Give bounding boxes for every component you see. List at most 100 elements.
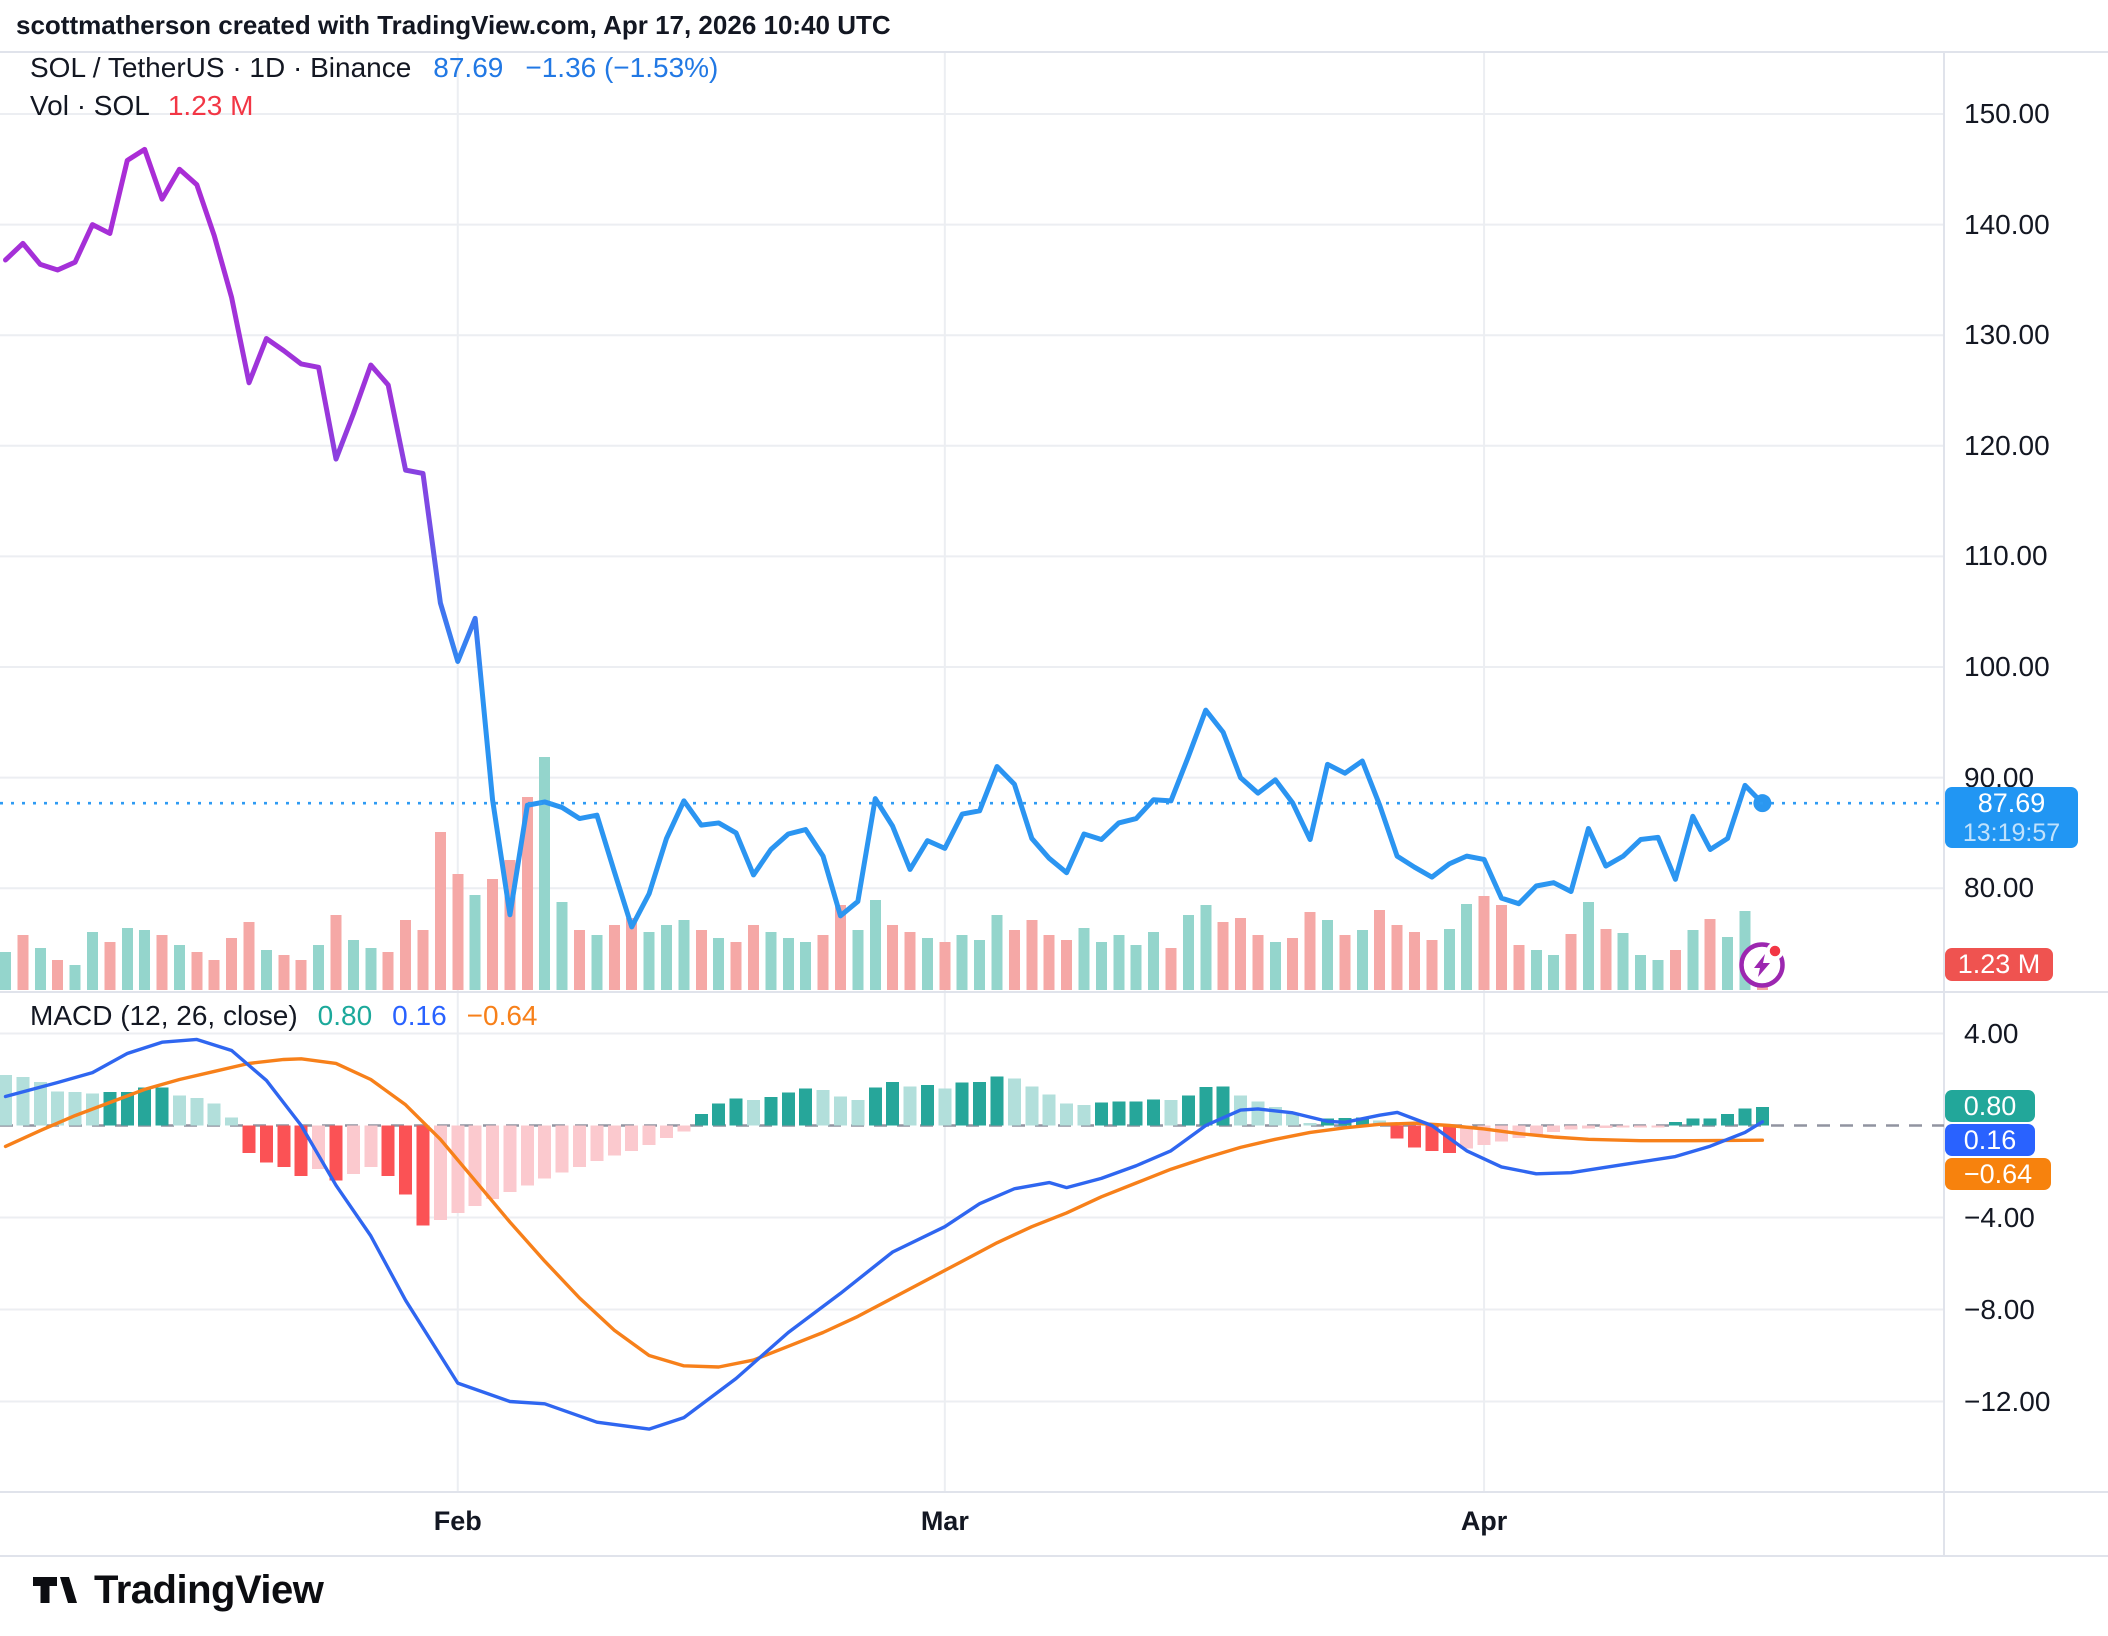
volume-bar — [1322, 920, 1334, 990]
lightning-icon[interactable] — [1739, 942, 1785, 988]
volume-bar — [800, 942, 812, 990]
macd-histogram-bar — [155, 1087, 169, 1126]
macd-histogram-bar — [1112, 1101, 1126, 1126]
macd-histogram-bar — [1634, 1125, 1648, 1128]
volume-bar — [765, 932, 777, 990]
volume-bar — [521, 797, 533, 990]
macd-histogram-bar — [607, 1125, 621, 1156]
volume-bar — [747, 925, 759, 990]
macd-histogram-bar — [1407, 1125, 1421, 1148]
macd-histogram-bar — [555, 1125, 569, 1173]
volume-bar — [1600, 929, 1612, 990]
macd-histogram-bar — [1060, 1103, 1074, 1126]
time-axis-label: Apr — [1460, 1506, 1508, 1536]
volume-bar — [991, 915, 1003, 990]
macd-histogram-bar — [851, 1100, 865, 1126]
tradingview-logo[interactable]: TradingView — [28, 1564, 324, 1616]
macd-histogram-bar — [677, 1125, 691, 1132]
macd-histogram-bar — [51, 1091, 65, 1126]
price-axis-tick: 80.00 — [1964, 872, 2035, 904]
volume-legend[interactable]: Vol · SOL 1.23 M — [30, 90, 253, 122]
macd-histogram-bar — [1425, 1125, 1439, 1151]
macd-axis-tick: −12.00 — [1964, 1385, 2051, 1417]
volume-bar — [69, 965, 81, 990]
macd-blue-line — [3, 1037, 1765, 1431]
macd-histogram-bar — [1668, 1122, 1682, 1126]
macd-histogram-bar — [190, 1097, 204, 1126]
macd-histogram-bar — [1164, 1100, 1178, 1126]
macd-histogram-bar — [1007, 1078, 1021, 1126]
volume-bar — [1182, 915, 1194, 990]
volume-bar — [887, 925, 899, 990]
volume-bar — [1113, 935, 1125, 990]
volume-bar — [1026, 920, 1038, 990]
grid-lines — [0, 51, 2108, 1557]
volume-bar — [921, 938, 933, 990]
price-axis-tick: 110.00 — [1964, 540, 2048, 572]
volume-bar — [1478, 896, 1490, 990]
volume-bar — [382, 952, 394, 990]
macd-histogram-bar — [868, 1087, 882, 1126]
macd-histogram-bar — [694, 1114, 708, 1126]
macd-axis-tick: 4.00 — [1964, 1017, 2019, 1049]
volume-bar — [347, 940, 359, 990]
attribution-text: scottmatherson created with TradingView.… — [16, 10, 891, 40]
chart-overlays — [0, 801, 1944, 988]
macd-histogram-bar — [538, 1125, 552, 1179]
price-axis-tick: 140.00 — [1964, 208, 2050, 240]
macd-histogram-bar — [416, 1125, 430, 1226]
volume-bar — [139, 930, 151, 990]
volume-bar — [156, 935, 168, 990]
volume-bar — [226, 938, 238, 990]
volume-bar — [782, 938, 794, 990]
macd-histogram-bar — [1251, 1101, 1265, 1126]
macd-histogram-bar — [816, 1089, 830, 1126]
volume-bar — [1356, 930, 1368, 990]
macd-signal-value: −0.64 — [466, 1000, 538, 1031]
macd-histogram-bar — [886, 1081, 900, 1126]
volume-bar — [104, 942, 116, 990]
macd-histogram-bar — [920, 1084, 934, 1126]
macd-histogram-bar — [346, 1125, 360, 1174]
macd-histogram-bar — [990, 1076, 1004, 1126]
volume-bar — [1408, 932, 1420, 990]
macd-histogram-bar — [1460, 1125, 1474, 1149]
volume-badge: 1.23 M — [1945, 948, 2053, 981]
macd-histogram-bar — [1703, 1118, 1717, 1126]
volume-bar — [591, 935, 603, 990]
macd-histogram-bar — [1181, 1095, 1195, 1126]
macd-histogram-bar — [172, 1095, 186, 1126]
volume-bar — [678, 920, 690, 990]
tradingview-logo-text: TradingView — [94, 1567, 324, 1612]
macd-histogram-bar — [973, 1081, 987, 1126]
price-axis-tick: 150.00 — [1964, 98, 2050, 129]
volume-bar — [191, 952, 203, 990]
macd-hist-badge: 0.80 — [1945, 1090, 2035, 1122]
macd-histogram-bar — [329, 1125, 343, 1181]
volume-bar — [1652, 960, 1664, 990]
volume-bar — [52, 960, 64, 990]
volume-bar — [208, 960, 220, 990]
symbol-legend[interactable]: SOL / TetherUS · 1D · Binance 87.69 −1.3… — [30, 52, 718, 84]
volume-bar — [574, 930, 586, 990]
macd-histogram-bar — [259, 1125, 273, 1163]
volume-bar — [1374, 910, 1386, 990]
volume-bars — [0, 757, 1768, 990]
macd-histogram-bar — [1564, 1125, 1578, 1130]
volume-bar — [1495, 905, 1507, 990]
volume-bar — [1635, 955, 1647, 990]
macd-histogram-bar — [833, 1096, 847, 1126]
macd-label: MACD (12, 26, close) — [30, 1000, 298, 1031]
macd-histogram-bar — [642, 1125, 656, 1146]
volume-bar — [417, 930, 429, 990]
last-price-value: 87.69 — [433, 52, 504, 83]
bar-countdown: 13:19:57 — [1962, 818, 2061, 847]
time-axis-label: Mar — [920, 1506, 969, 1536]
volume-bar — [487, 879, 499, 990]
volume-bar — [1426, 940, 1438, 990]
macd-histogram-bar — [903, 1086, 917, 1126]
macd-legend[interactable]: MACD (12, 26, close) 0.80 0.16 −0.64 — [30, 1000, 538, 1032]
volume-bar — [278, 955, 290, 990]
